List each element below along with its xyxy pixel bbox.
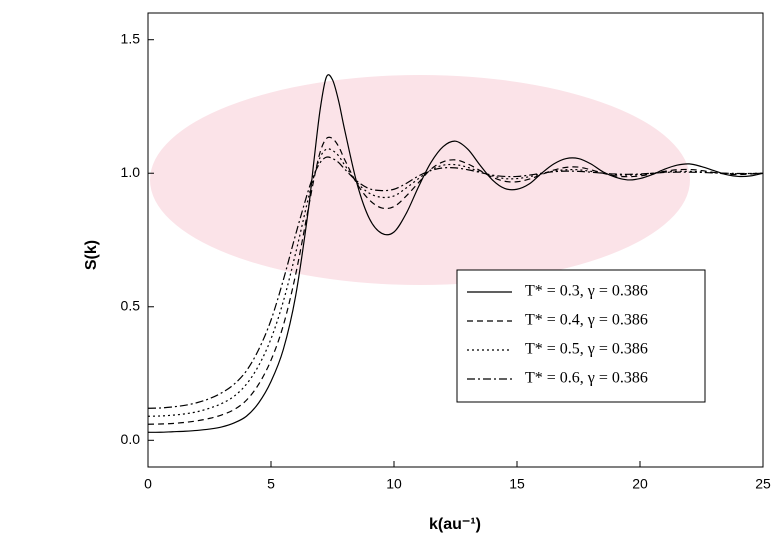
series-line	[147, 74, 764, 433]
watermark	[150, 75, 690, 285]
x-tick-label: 20	[632, 476, 648, 492]
legend-label: T* = 0.6, γ = 0.386	[525, 370, 648, 387]
series-line	[147, 156, 764, 409]
legend-label: T* = 0.3, γ = 0.386	[525, 283, 648, 300]
x-tick-label: 10	[386, 476, 402, 492]
legend-label: T* = 0.4, γ = 0.386	[525, 312, 648, 329]
x-tick-label: 5	[267, 476, 275, 492]
x-tick-label: 15	[509, 476, 525, 492]
y-tick-label: 1.5	[121, 30, 141, 46]
x-axis-label: k(au⁻¹)	[429, 516, 481, 533]
y-tick-label: 1.0	[121, 164, 141, 180]
legend-label: T* = 0.5, γ = 0.386	[525, 341, 648, 358]
y-axis-label: S(k)	[83, 240, 100, 270]
x-tick-label: 0	[144, 476, 152, 492]
x-tick-label: 25	[755, 476, 771, 492]
y-tick-label: 0.0	[121, 431, 141, 447]
y-tick-label: 0.5	[121, 297, 141, 313]
plot-frame	[147, 12, 764, 468]
